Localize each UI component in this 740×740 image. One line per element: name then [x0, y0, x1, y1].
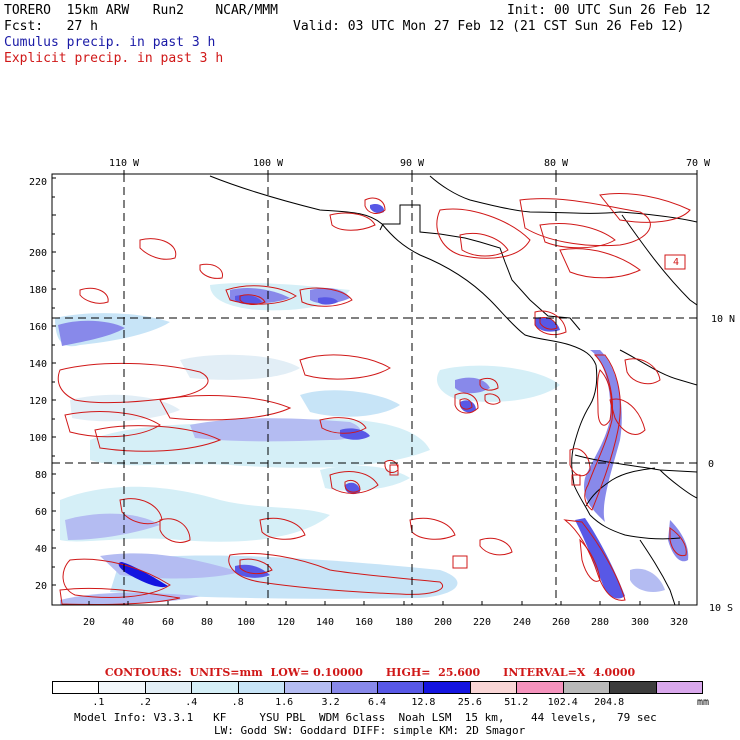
lon-label-70w: 70 W	[686, 158, 711, 169]
x-tick-40: 40	[122, 617, 134, 628]
x-tick-180: 180	[395, 617, 413, 628]
colorbar-swatch	[469, 681, 518, 694]
colorbar-level-label: 12.8	[411, 697, 436, 708]
colorbar-swatch	[562, 681, 611, 694]
x-tick-20: 20	[83, 617, 95, 628]
y-tick-140: 140	[29, 359, 47, 370]
colorbar-swatch	[98, 681, 146, 694]
y-tick-220: 220	[29, 177, 47, 188]
lon-label-80w: 80 W	[544, 158, 569, 169]
forecast-hour: Fcst: 27 h	[4, 19, 98, 34]
precip-map: 110 W 100 W 90 W 80 W 70 W 10 N 0 10 S 2…	[29, 158, 735, 628]
lat-label-10s: 10 S	[709, 603, 733, 614]
y-tick-120: 120	[29, 396, 47, 407]
colorbar-swatch	[191, 681, 239, 694]
colorbar-level-label: .4	[185, 697, 198, 708]
colorbar-level-label: .1	[92, 697, 105, 708]
model-physics-line: LW: Godd SW: Goddard DIFF: simple KM: 2D…	[214, 724, 526, 737]
y-tick-80: 80	[35, 470, 47, 481]
colorbar-swatch	[330, 681, 378, 694]
valid-time: Valid: 03 UTC Mon 27 Feb 12 (21 CST Sun …	[293, 19, 685, 34]
colorbar-swatch	[516, 681, 564, 694]
x-tick-60: 60	[162, 617, 174, 628]
explicit-precip-contours	[57, 192, 691, 605]
x-tick-160: 160	[355, 617, 373, 628]
model-info-line: Model Info: V3.3.1 KF YSU PBL WDM 6class…	[74, 711, 657, 724]
colorbar-level-label: 1.6	[275, 697, 294, 708]
station-box-label: 4	[673, 257, 679, 268]
colorbar-level-label: 6.4	[367, 697, 387, 708]
colorbar-level-label: 204.8	[594, 697, 625, 708]
lon-label-110w: 110 W	[109, 158, 140, 169]
x-tick-100: 100	[237, 617, 255, 628]
axis-ticks	[52, 170, 698, 605]
x-tick-240: 240	[513, 617, 531, 628]
x-tick-80: 80	[201, 617, 213, 628]
init-time: Init: 00 UTC Sun 26 Feb 12	[507, 3, 711, 18]
colorbar-level-label: 3.2	[321, 697, 340, 708]
x-tick-320: 320	[670, 617, 688, 628]
colorbar-swatch	[655, 681, 703, 694]
colorbar-level-label: 51.2	[504, 697, 529, 708]
y-tick-180: 180	[29, 285, 47, 296]
lat-label-0: 0	[708, 459, 714, 470]
x-tick-200: 200	[434, 617, 452, 628]
colorbar-units: mm	[697, 697, 710, 708]
colorbar-swatch	[237, 681, 286, 694]
y-tick-200: 200	[29, 248, 47, 259]
colorbar-swatch	[377, 681, 425, 694]
cumulus-legend-label: Cumulus precip. in past 3 h	[4, 35, 216, 50]
lon-label-90w: 90 W	[400, 158, 425, 169]
x-tick-300: 300	[631, 617, 649, 628]
x-tick-260: 260	[552, 617, 570, 628]
x-tick-140: 140	[316, 617, 334, 628]
colorbar-swatch	[52, 681, 100, 694]
lat-label-10n: 10 N	[711, 314, 735, 325]
x-tick-120: 120	[277, 617, 295, 628]
x-tick-280: 280	[591, 617, 609, 628]
y-tick-20: 20	[35, 581, 47, 592]
coastlines	[209, 175, 697, 605]
y-tick-60: 60	[35, 507, 47, 518]
y-tick-40: 40	[35, 544, 47, 555]
graticule	[52, 174, 697, 605]
y-tick-100: 100	[29, 433, 47, 444]
map-frame	[51, 173, 698, 606]
colorbar-swatch	[609, 681, 657, 694]
explicit-legend-label: Explicit precip. in past 3 h	[4, 51, 224, 66]
lon-label-100w: 100 W	[253, 158, 284, 169]
y-tick-160: 160	[29, 322, 47, 333]
colorbar-level-label: 25.6	[457, 697, 482, 708]
colorbar-swatch	[423, 681, 471, 694]
colorbar-swatch	[144, 681, 193, 694]
colorbar-level-label: 102.4	[547, 697, 578, 708]
x-tick-220: 220	[473, 617, 491, 628]
model-title: TORERO 15km ARW Run2 NCAR/MMM	[4, 3, 278, 18]
colorbar-level-label: .2	[138, 697, 151, 708]
colorbar-swatch	[284, 681, 332, 694]
contours-info: CONTOURS: UNITS=mm LOW= 0.10000 HIGH= 25…	[104, 666, 636, 679]
colorbar-level-label: .8	[231, 697, 244, 708]
